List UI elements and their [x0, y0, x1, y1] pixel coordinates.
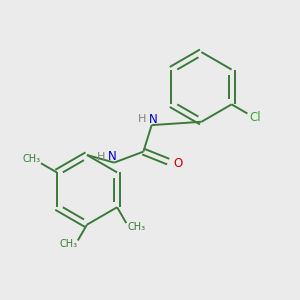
- Text: N: N: [149, 112, 158, 126]
- Text: N: N: [108, 150, 117, 163]
- Text: H: H: [98, 152, 106, 162]
- Text: CH₃: CH₃: [128, 222, 146, 232]
- Text: CH₃: CH₃: [59, 239, 78, 249]
- Text: O: O: [173, 157, 182, 170]
- Text: CH₃: CH₃: [22, 154, 41, 164]
- Text: Cl: Cl: [249, 111, 260, 124]
- Text: H: H: [138, 114, 147, 124]
